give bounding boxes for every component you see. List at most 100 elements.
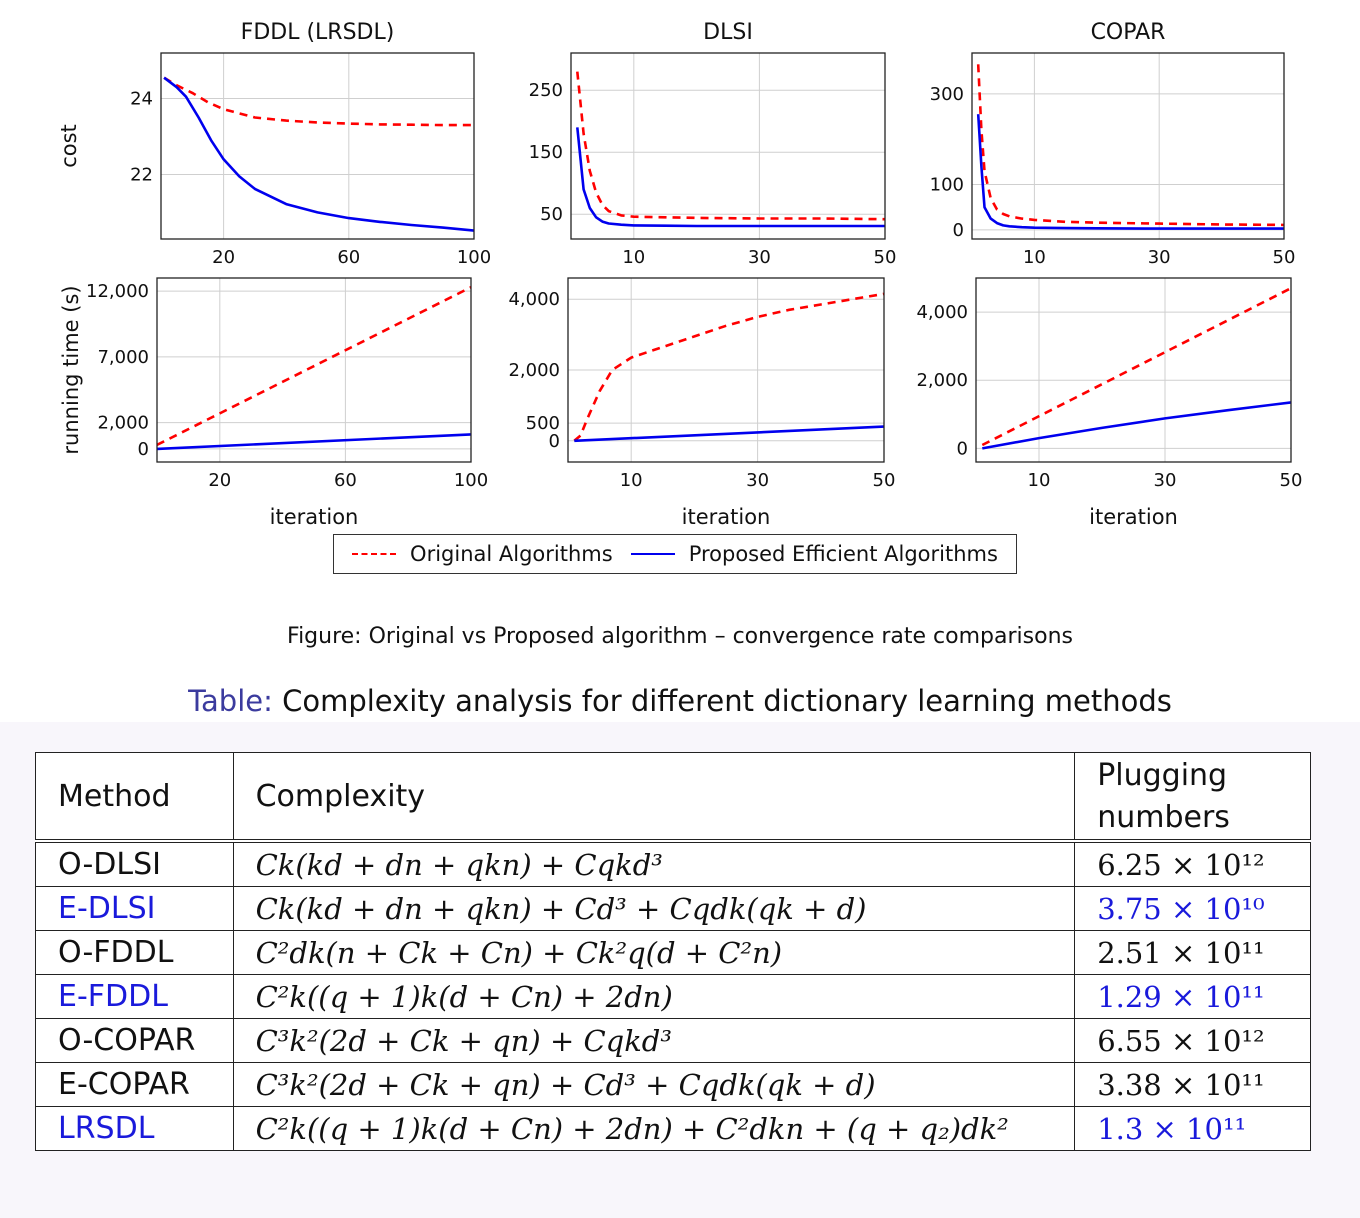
y-tick-label: 2,000 [916,370,968,391]
figure-caption: Figure: Original vs Proposed algorithm –… [287,624,1073,649]
complexity-table: Method Complexity Plugging numbers O-DLS… [35,752,1311,1151]
series-line-proposed [576,127,885,228]
header-plugging-numbers: Plugging numbers [1074,752,1311,842]
method-cell: E-COPAR [35,1062,234,1107]
plugging-number-cell: 1.29 × 10¹¹ [1074,974,1311,1019]
legend-item-proposed: Proposed Efficient Algorithms [630,542,998,566]
y-tick-label: 2,000 [97,413,149,434]
y-tick-label: 7,000 [97,347,149,368]
complexity-cell: C²k((q + 1)k(d + Cn) + 2dn) + C²dkn + (q… [232,1106,1076,1151]
series-line-original [981,287,1292,447]
plugging-number-cell: 3.38 × 10¹¹ [1074,1062,1311,1107]
table-caption-prefix: Table: [188,684,273,718]
x-tick-label: 20 [212,247,235,268]
y-tick-label: 0 [957,438,968,459]
y-tick-label: 2,000 [508,360,560,381]
table-caption-text: Complexity analysis for different dictio… [272,684,1172,718]
y-tick-label: 4,000 [508,289,560,310]
x-tick-label: 10 [1023,247,1046,268]
x-tick-label: 30 [748,247,771,268]
x-axis-label: iteration [1089,505,1178,529]
y-tick-label: 100 [930,175,964,196]
chart-title: COPAR [1091,20,1166,45]
method-cell: O-COPAR [35,1018,234,1063]
series-line-proposed [574,425,885,443]
table-body: O-DLSI Ck(kd + dn + qkn) + Cqkd³ 6.25 × 10… [35,839,1311,1151]
series-line-original [573,292,885,442]
x-tick-label: 50 [874,247,897,268]
table-header-row: Method Complexity Plugging numbers [35,752,1311,842]
plot-area [571,53,885,239]
legend-swatch-dashed [352,553,397,555]
series-line-original [163,76,474,127]
complexity-cell: Ck(kd + dn + qkn) + Cqkd³ [232,839,1076,887]
plugging-number-cell: 2.51 × 10¹¹ [1074,930,1311,975]
plot-frame [570,52,886,240]
table-caption: Table: Complexity analysis for different… [0,684,1360,718]
table-row: O-DLSI Ck(kd + dn + qkn) + Cqkd³ 6.25 × 10… [35,839,1311,887]
plot-area [972,53,1284,239]
table-row: E-FDDL C²k((q + 1)k(d + Cn) + 2dn) 1.29 × … [35,974,1311,1019]
x-tick-label: 50 [1273,247,1296,268]
y-tick-label: 250 [529,80,563,101]
plot-frame [975,277,1292,463]
series-line-proposed [976,114,1284,230]
legend-swatch-solid [630,553,675,555]
y-tick-label: 24 [130,89,153,110]
series-line-original [976,64,1285,227]
plugging-number-cell: 3.75 × 10¹⁰ [1074,886,1311,931]
x-tick-label: 100 [454,470,488,491]
y-tick-label: 50 [540,204,563,225]
x-tick-label: 10 [622,247,645,268]
x-tick-label: 10 [620,470,643,491]
method-cell: LRSDL [35,1106,234,1151]
x-tick-label: 30 [746,470,769,491]
x-axis-label: iteration [682,505,771,529]
series-line-proposed [163,76,475,232]
figure-legend: Original Algorithms Proposed Efficient A… [333,534,1017,574]
complexity-cell: C²k((q + 1)k(d + Cn) + 2dn) [232,974,1076,1019]
complexity-cell: C³k²(2d + Ck + qn) + Cd³ + Cqdk(qk + d) [232,1062,1076,1107]
table-row: E-DLSI Ck(kd + dn + qkn) + Cd³ + Cqdk(qk … [35,886,1311,931]
chart-title: FDDL (LRSDL) [241,20,395,45]
header-complexity: Complexity [232,752,1076,842]
method-cell: O-FDDL [35,930,234,975]
y-tick-label: 150 [529,142,563,163]
series-line-original [576,71,886,221]
legend-label-proposed: Proposed Efficient Algorithms [688,542,998,566]
y-axis-label: cost [57,124,81,168]
table-row: LRSDL C²k((q + 1)k(d + Cn) + 2dn) + C²dkn… [35,1106,1311,1151]
plot-area [976,278,1291,462]
x-tick-label: 100 [457,247,491,268]
x-axis-label: iteration [270,505,359,529]
method-cell: O-DLSI [35,839,234,887]
plugging-number-cell: 1.3 × 10¹¹ [1074,1106,1311,1151]
method-cell: E-FDDL [35,974,234,1019]
plot-area [157,278,471,462]
y-tick-label: 12,000 [86,281,149,302]
plugging-number-cell: 6.55 × 10¹² [1074,1018,1311,1063]
chart-panel-6: 10 30 50 0 2,000 4,000 iteration [916,277,1303,529]
x-tick-label: 10 [1028,470,1051,491]
y-tick-label: 300 [930,84,964,105]
method-cell: E-DLSI [35,886,234,931]
y-tick-label: 0 [549,431,560,452]
x-tick-label: 50 [1280,470,1303,491]
y-tick-label: 22 [130,164,153,185]
series-line-original [156,286,472,447]
y-tick-label: 4,000 [916,302,968,323]
x-tick-label: 20 [208,470,231,491]
header-method: Method [35,752,234,842]
chart-panel-4: 20 60 100 0 2,000 7,000 12,000 iteration running… [59,277,488,529]
x-tick-label: 50 [873,470,896,491]
complexity-cell: Ck(kd + dn + qkn) + Cd³ + Cqdk(qk + d) [232,886,1076,931]
legend-label-original: Original Algorithms [410,542,613,566]
y-tick-label: 500 [526,413,560,434]
chart-panel-3: 10 30 50 0 100 300 COPAR [930,20,1296,268]
x-tick-label: 60 [337,247,360,268]
y-tick-label: 0 [953,220,964,241]
complexity-cell: C³k²(2d + Ck + qn) + Cqkd³ [232,1018,1076,1063]
y-tick-label: 0 [138,439,149,460]
